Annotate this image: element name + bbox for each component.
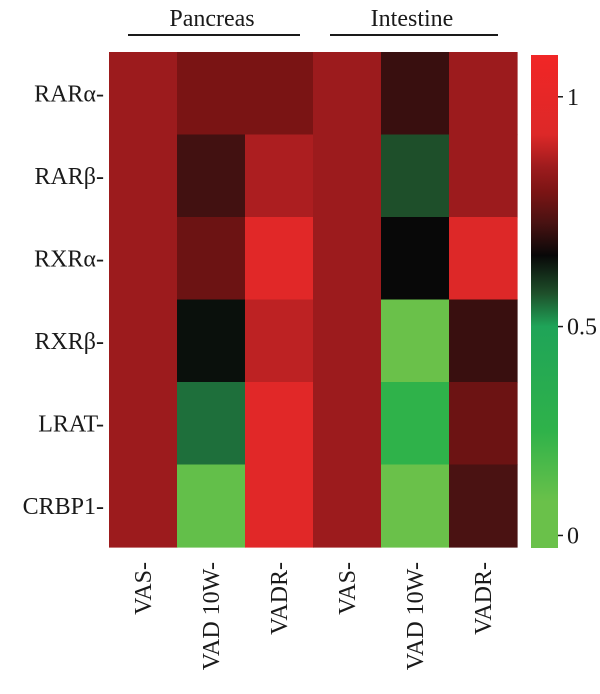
colorbar-tick-label: 0 <box>567 523 579 549</box>
row-label: RARα- <box>34 81 104 107</box>
heatmap-cell <box>381 217 450 301</box>
heatmap-cell <box>177 464 246 548</box>
heatmap-cells <box>109 52 518 548</box>
heatmap-cell <box>245 52 314 136</box>
row-label: RARβ- <box>34 164 104 190</box>
heatmap-cell <box>109 382 178 466</box>
heatmap-cell <box>313 134 382 218</box>
row-labels: RARα- RARβ- RXRα- RXRβ- LRAT- CRBP1- <box>23 81 104 520</box>
heatmap-cell <box>109 464 178 548</box>
heatmap-cell <box>109 299 178 383</box>
heatmap-cell <box>313 52 382 136</box>
colorbar-ticks: 10.50 <box>558 85 597 549</box>
heatmap-cell <box>381 52 450 136</box>
heatmap-cell <box>381 382 450 466</box>
heatmap-cell <box>177 299 246 383</box>
colorbar-tick-label: 0.5 <box>567 315 597 341</box>
heatmap-cell <box>177 52 246 136</box>
heatmap-cell <box>109 217 178 301</box>
heatmap-cell <box>449 299 518 383</box>
heatmap-cell <box>449 464 518 548</box>
heatmap-cell <box>313 464 382 548</box>
column-label: VAD 10W- <box>199 562 225 670</box>
row-label: RXRα- <box>34 246 104 272</box>
row-label: LRAT- <box>38 411 104 437</box>
column-label: VAS- <box>131 562 157 615</box>
heatmap-cell <box>109 134 178 218</box>
heatmap-cell <box>449 134 518 218</box>
heatmap-cell <box>313 217 382 301</box>
column-label: VADR- <box>267 562 293 635</box>
heatmap-cell <box>313 299 382 383</box>
colorbar-tick-label: 1 <box>567 85 579 111</box>
heatmap-cell <box>177 217 246 301</box>
group-label-pancreas: Pancreas <box>169 6 254 32</box>
heatmap-cell <box>245 134 314 218</box>
heatmap-cell <box>381 464 450 548</box>
heatmap-cell <box>245 382 314 466</box>
heatmap-cell <box>245 217 314 301</box>
group-label-intestine: Intestine <box>371 6 454 32</box>
heatmap-cell <box>245 299 314 383</box>
heatmap-cell <box>449 52 518 136</box>
heatmap-cell <box>109 52 178 136</box>
row-label: CRBP1- <box>23 494 104 520</box>
column-label: VAD 10W- <box>403 562 429 670</box>
column-labels: VAS- VAD 10W- VADR- VAS- VAD 10W- VADR- <box>131 562 497 670</box>
heatmap-cell <box>313 382 382 466</box>
heatmap-cell <box>449 382 518 466</box>
colorbar <box>531 55 558 548</box>
row-label: RXRβ- <box>34 329 104 355</box>
heatmap-cell <box>245 464 314 548</box>
heatmap-cell <box>381 299 450 383</box>
heatmap-cell <box>381 134 450 218</box>
heatmap-cell <box>449 217 518 301</box>
heatmap-cell <box>177 134 246 218</box>
heatmap-cell <box>177 382 246 466</box>
column-label: VAS- <box>335 562 361 615</box>
column-label: VADR- <box>471 562 497 635</box>
